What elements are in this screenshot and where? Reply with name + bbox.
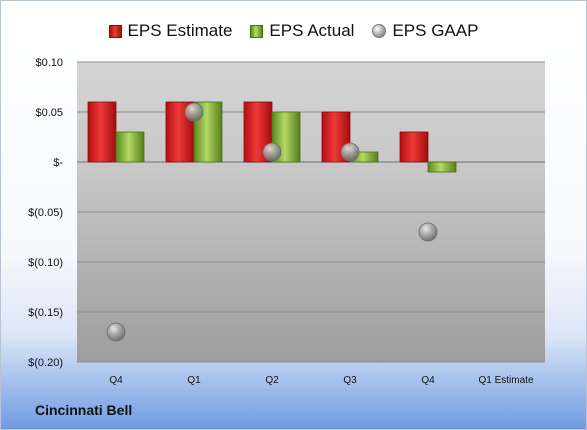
grid-lines [77, 61, 545, 363]
legend-item-estimate: EPS Estimate [108, 21, 233, 41]
x-axis-tick-labels: Q4 Q1 Q2 Q3 Q4 Q1 Estimate [109, 375, 534, 386]
legend-label-estimate: EPS Estimate [127, 21, 233, 40]
y-tick-label: $(0.20) [28, 357, 63, 369]
gaap-point-marks [106, 102, 438, 342]
y-tick-label: $(0.15) [28, 307, 63, 319]
eps-gaap-point [418, 222, 438, 242]
eps-actual-bar [427, 161, 457, 173]
legend-label-gaap: EPS GAAP [392, 21, 479, 40]
eps-actual-bar [115, 131, 145, 163]
y-tick-label: $(0.05) [28, 207, 63, 219]
eps-estimate-bar [399, 131, 429, 163]
eps-gaap-point [340, 142, 360, 162]
chart-legend: EPS Estimate EPS Actual EPS GAAP [1, 17, 586, 45]
y-tick-label: $(0.10) [28, 257, 63, 269]
eps-gaap-point [106, 322, 126, 342]
y-tick-label: $0.10 [35, 57, 63, 69]
legend-swatch-gaap [372, 24, 387, 38]
company-label: Cincinnati Bell [35, 402, 133, 418]
x-tick-label: Q1 Estimate [478, 375, 533, 386]
x-tick-label: Q1 [187, 375, 201, 386]
y-axis-tick-labels: $0.10 $0.05 $- $(0.05) $(0.10) $(0.15) $(0.20) [28, 57, 63, 369]
x-tick-label: Q4 [421, 375, 435, 386]
eps-gaap-point [184, 102, 204, 122]
y-tick-label: $0.05 [35, 107, 63, 119]
legend-item-gaap: EPS GAAP [372, 21, 478, 41]
eps-estimate-bar [87, 101, 117, 163]
x-tick-label: Q3 [343, 375, 357, 386]
x-tick-label: Q4 [109, 375, 123, 386]
y-tick-label: $- [53, 157, 63, 169]
eps-gaap-point [262, 142, 282, 162]
x-tick-label: Q2 [265, 375, 279, 386]
legend-label-actual: EPS Actual [269, 21, 355, 40]
legend-swatch-actual [250, 24, 264, 38]
legend-item-actual: EPS Actual [250, 21, 354, 41]
legend-swatch-estimate [108, 24, 122, 38]
